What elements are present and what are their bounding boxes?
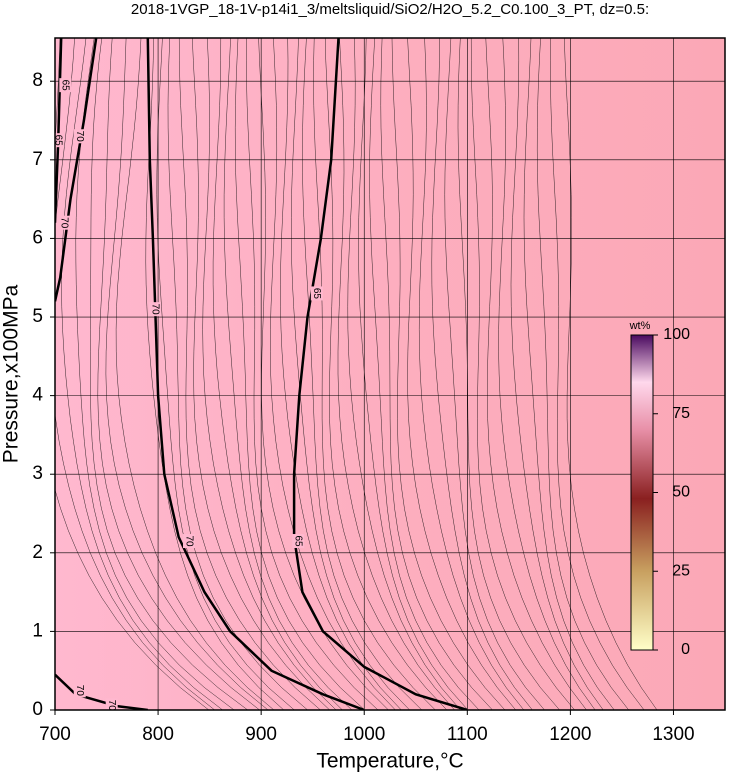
contour-label: 70 xyxy=(183,535,194,547)
y-tick-label: 1 xyxy=(32,620,43,641)
thin-contour xyxy=(523,38,615,710)
x-tick-label: 900 xyxy=(245,724,277,745)
thin-contour xyxy=(302,38,422,710)
colorbar-tick-label: 75 xyxy=(672,405,690,422)
thin-contour xyxy=(431,38,533,710)
thin-contour xyxy=(61,38,223,710)
thin-contour xyxy=(192,38,330,710)
y-axis-label: Pressure,x100MPa xyxy=(0,284,23,463)
x-tick-label: 700 xyxy=(39,724,71,745)
thin-contour xyxy=(246,38,379,710)
thin-contour xyxy=(564,38,658,710)
thin-contour xyxy=(324,38,447,710)
x-tick-label: 800 xyxy=(142,724,174,745)
thin-contour xyxy=(178,38,321,710)
thin-contour xyxy=(90,38,248,710)
y-tick-label: 8 xyxy=(32,70,43,91)
thin-contour xyxy=(156,38,295,710)
thin-contour xyxy=(536,38,629,710)
thin-contour xyxy=(347,38,461,710)
x-tick-label: 1000 xyxy=(343,724,385,745)
thin-contour xyxy=(280,38,402,710)
y-tick-label: 0 xyxy=(32,699,43,720)
thin-contour xyxy=(212,38,343,710)
thin-contour xyxy=(202,38,337,710)
thin-contour xyxy=(485,38,587,710)
thin-contour xyxy=(55,38,215,710)
contour-label-bg xyxy=(292,534,305,549)
colorbar-tick-label: 0 xyxy=(681,641,690,658)
contour-label: 70 xyxy=(59,217,70,229)
thin-contour xyxy=(444,38,545,710)
thin-contour xyxy=(510,38,604,710)
thin-contour xyxy=(470,38,575,710)
contour-label-bg xyxy=(59,78,72,93)
thin-contour xyxy=(270,38,396,710)
contour-label-bg xyxy=(73,129,86,144)
colorbar-tick-label: 100 xyxy=(663,326,690,343)
contour-label-bg xyxy=(310,286,323,301)
y-tick-label: 5 xyxy=(32,306,43,327)
thin-contour xyxy=(167,38,308,710)
contour-line xyxy=(55,673,148,710)
thin-contour xyxy=(391,38,506,710)
contour-line xyxy=(146,38,365,710)
y-tick-label: 3 xyxy=(32,463,43,484)
colorbar-tick-label: 25 xyxy=(672,562,690,579)
y-tick-label: 2 xyxy=(32,542,43,563)
colorbar xyxy=(630,334,654,651)
contour-label: 65 xyxy=(60,80,71,92)
contour-label: 70 xyxy=(149,304,160,316)
contour-label-bg xyxy=(55,133,65,148)
y-tick-label: 4 xyxy=(32,385,43,406)
contour-label: 70 xyxy=(106,700,117,712)
thin-contour xyxy=(97,38,260,710)
contour-line xyxy=(292,38,468,710)
thin-contour xyxy=(418,38,524,710)
thin-contour xyxy=(498,38,596,710)
contour-label-bg xyxy=(105,698,118,710)
chart-title: 2018-1VGP_18-1V-p14i1_3/meltsliquid/SiO2… xyxy=(131,1,649,18)
plot-frame xyxy=(54,37,726,711)
contour-line xyxy=(55,38,98,302)
thin-contour xyxy=(313,38,436,710)
thin-contour xyxy=(550,38,645,710)
thin-contour xyxy=(234,38,365,710)
contour-label: 65 xyxy=(293,535,304,547)
y-tick-label: 7 xyxy=(32,149,43,170)
thin-contour xyxy=(369,38,480,710)
contour-label-bg xyxy=(183,534,195,549)
contour-label-bg xyxy=(148,302,161,317)
thin-contour xyxy=(407,38,516,710)
contour-label: 70 xyxy=(74,131,85,143)
x-axis-label: Temperature,°C xyxy=(316,750,463,773)
thin-contour xyxy=(223,38,353,710)
x-tick-label: 1200 xyxy=(549,724,591,745)
colorbar-tick-label: 50 xyxy=(672,484,690,501)
contour-label: 70 xyxy=(74,685,85,697)
contour-label: 65 xyxy=(311,288,322,300)
thin-contour xyxy=(55,38,209,710)
thin-contour xyxy=(337,38,455,710)
x-tick-label: 1300 xyxy=(652,724,694,745)
colorbar-label: wt% xyxy=(629,320,651,332)
contour-label-bg xyxy=(58,215,71,230)
thin-contour xyxy=(291,38,410,710)
x-tick-label: 1100 xyxy=(447,724,488,745)
contour-label: 65 xyxy=(52,135,63,147)
y-tick-label: 6 xyxy=(32,227,43,248)
thin-contour xyxy=(105,38,269,710)
thin-contour xyxy=(115,38,275,710)
contour-label-bg xyxy=(73,683,86,698)
thin-contour xyxy=(380,38,493,710)
